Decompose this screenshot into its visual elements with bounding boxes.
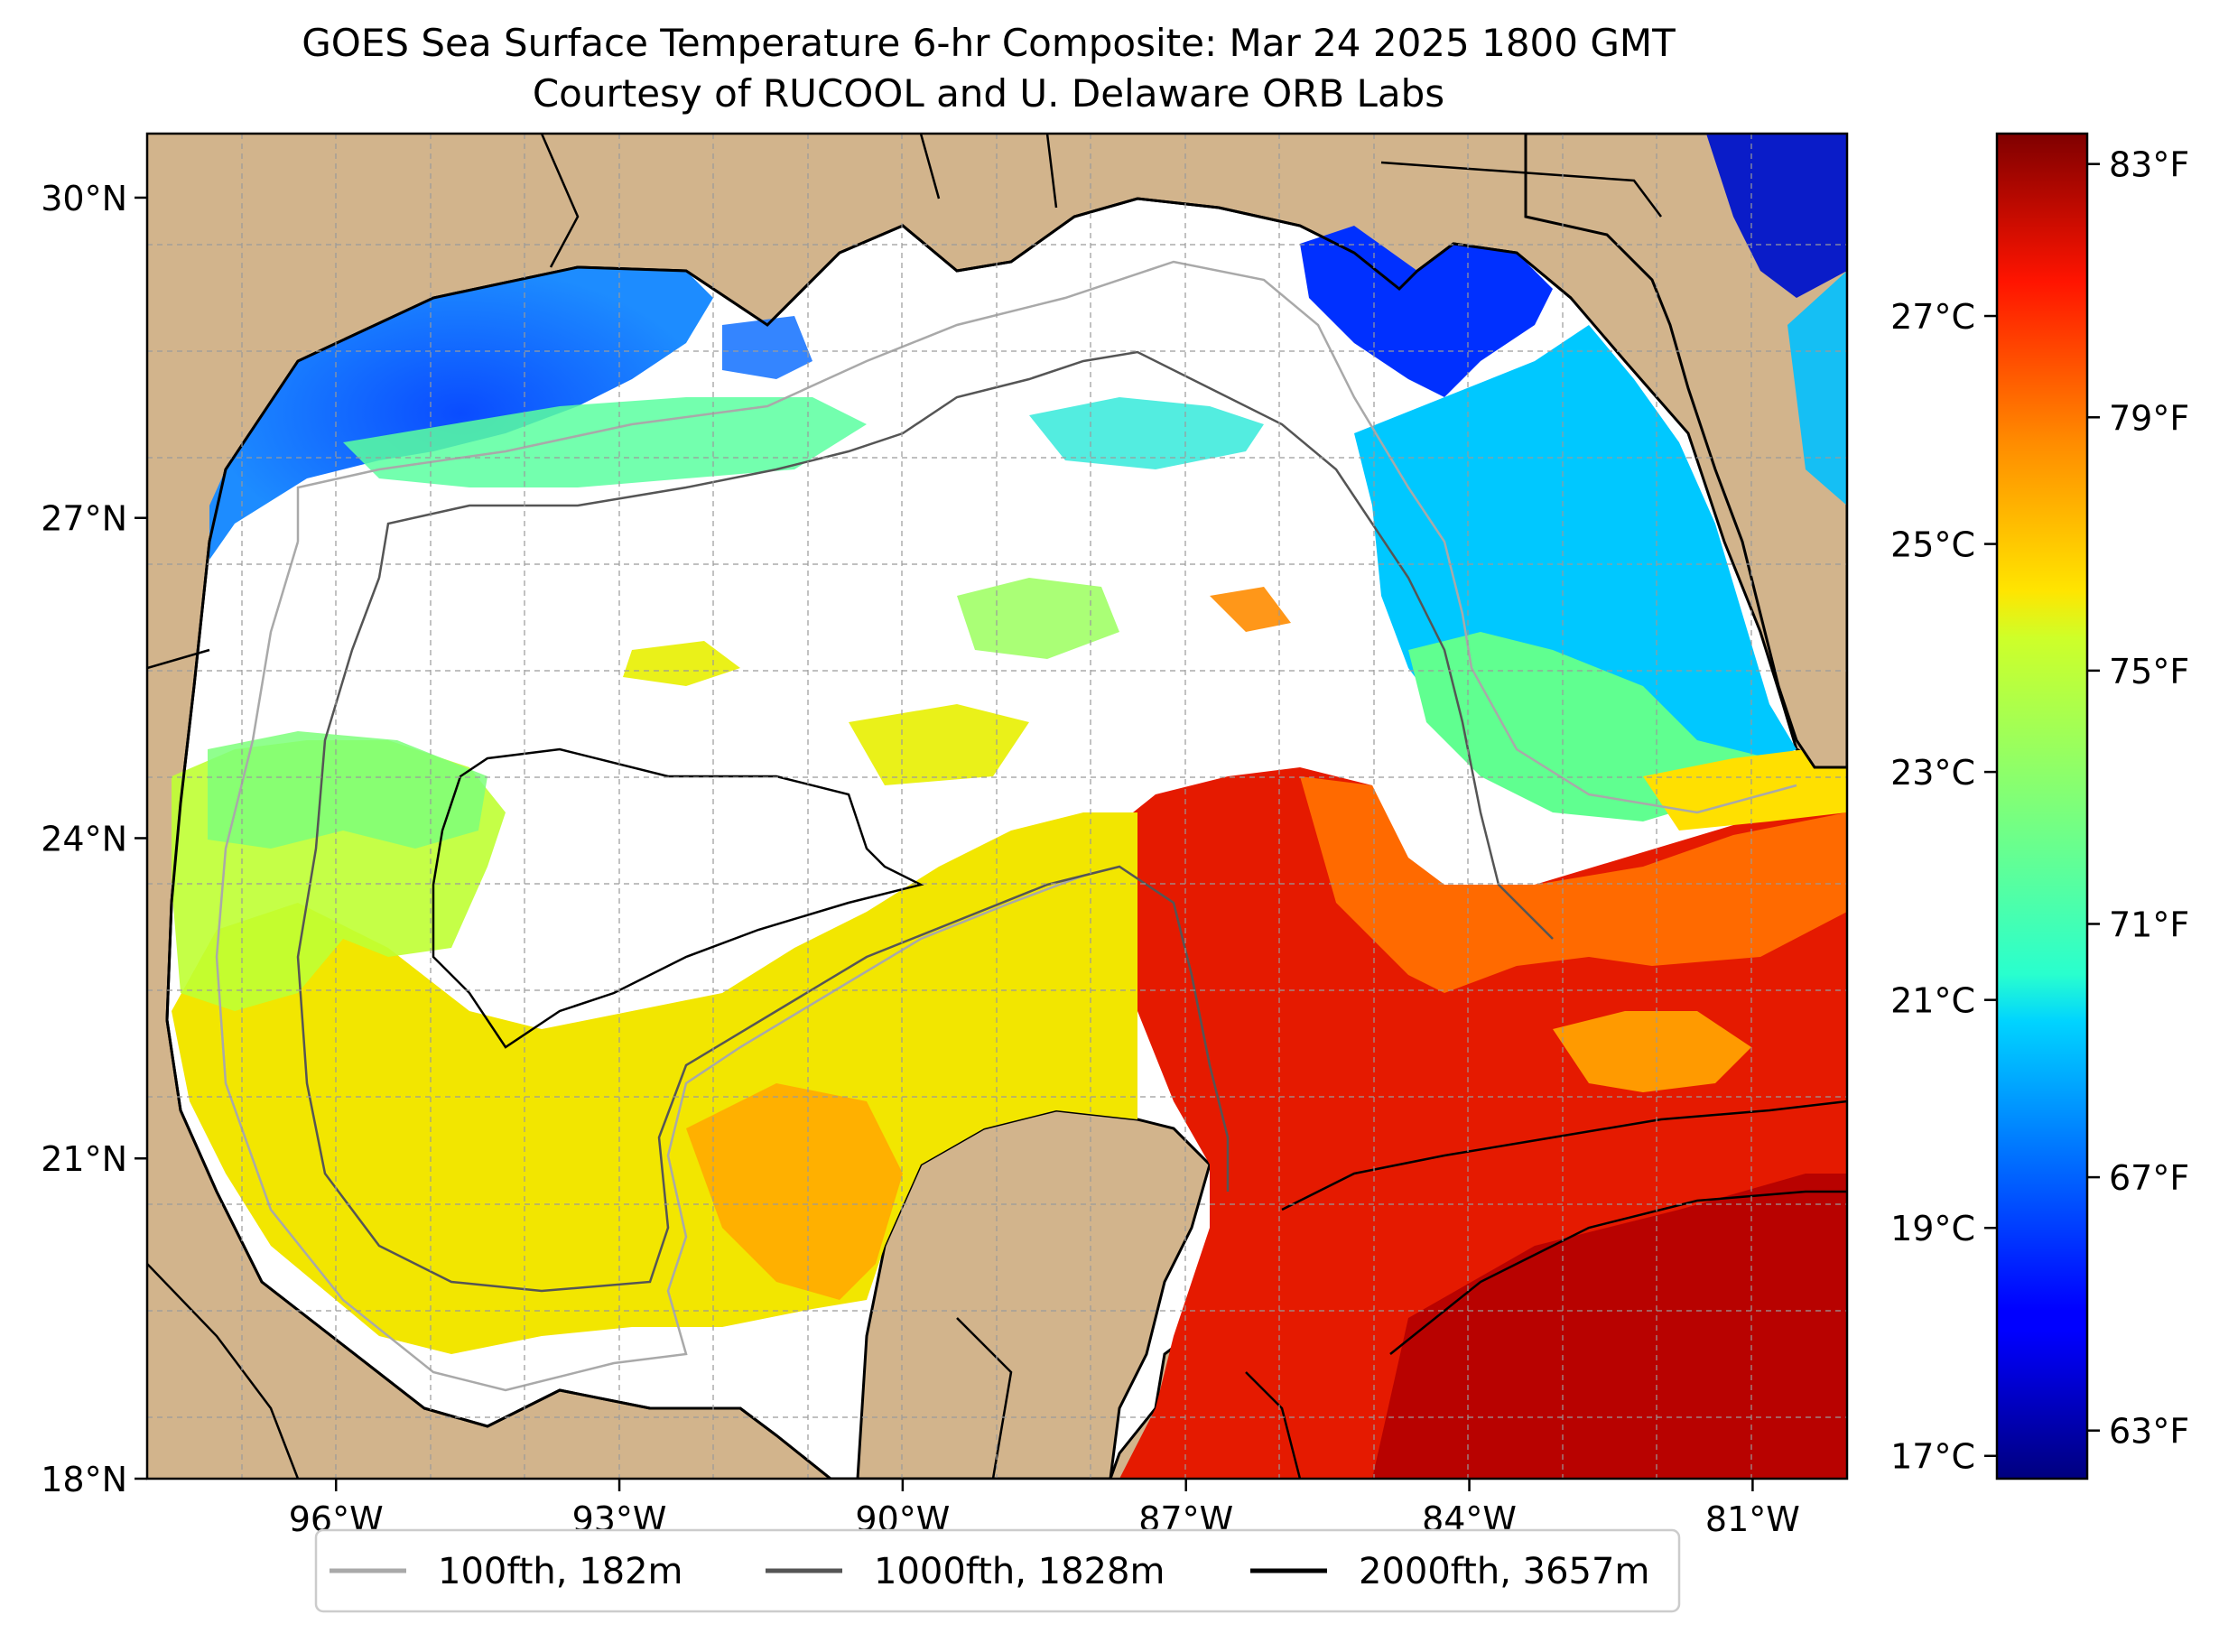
colorbar-gradient [1995, 132, 2089, 1480]
sst-green-texas-offshore [343, 397, 867, 487]
sst-yellow-patch-1 [623, 641, 740, 686]
celsius-tick-label: 19°C [1890, 1209, 1975, 1248]
legend-box [314, 1528, 1681, 1613]
map-frame [145, 132, 1849, 1480]
sst-orange-south-cuba [1553, 1011, 1751, 1092]
sst-yellow-fl-keys [1643, 740, 1847, 831]
legend-label-100fth: 100fth, 182m [438, 1551, 683, 1592]
sst-blue-texas-shelf [209, 267, 713, 560]
celsius-tick-label: 27°C [1890, 297, 1975, 337]
fahrenheit-tick-label: 67°F [2109, 1158, 2189, 1198]
fahrenheit-tick-label: 75°F [2109, 652, 2189, 691]
sst-atlantic-east-fl [1706, 134, 1847, 298]
colorbar-fahrenheit-axis: 63°F 67°F 71°F 75°F 79°F 83°F [2087, 145, 2189, 1452]
sst-greenish-mid [957, 578, 1119, 659]
legend-label-2000fth: 2000fth, 3657m [1359, 1551, 1649, 1592]
lat-tick-label: 21°N [41, 1139, 127, 1179]
sst-atlantic-east-fl-warm [1787, 271, 1847, 506]
sst-cyan-mid [1029, 397, 1264, 469]
sst-yellow-patch-2 [849, 704, 1029, 785]
sst-orange-strait [1300, 776, 1847, 993]
map-panel [147, 134, 1847, 1479]
contour-2000fth [432, 747, 1847, 1355]
sst-blue-louisiana [722, 316, 812, 379]
lat-tick-label: 27°N [41, 499, 127, 539]
lat-tick-label: 30°N [41, 179, 127, 218]
lat-tick-label: 24°N [41, 819, 127, 858]
contour-legend: 100fth, 182m 1000fth, 1828m 2000fth, 365… [314, 1528, 1681, 1613]
celsius-tick-label: 23°C [1890, 753, 1975, 793]
celsius-tick-label: 17°C [1890, 1437, 1975, 1477]
state-borders [147, 134, 1662, 1479]
fahrenheit-tick-label: 83°F [2109, 145, 2189, 185]
lat-tick-label: 18°N [41, 1460, 127, 1499]
sst-orange-patch-mid [1210, 587, 1291, 632]
contour-100fth [215, 260, 1797, 1392]
lon-tick-label: 81°W [1705, 1499, 1800, 1539]
celsius-tick-label: 25°C [1890, 525, 1975, 565]
sst-green-west [208, 731, 487, 849]
map-title-line1: GOES Sea Surface Temperature 6-hr Compos… [302, 21, 1676, 65]
north-coastline [208, 197, 1572, 543]
sst-yellow-central [172, 812, 1137, 1354]
sst-deep-red-region [1372, 1174, 1847, 1479]
florida-peninsula [1524, 134, 1847, 769]
colorbar-celsius-axis: 17°C 19°C 21°C 23°C 25°C 27°C [1890, 297, 1997, 1477]
mexico-coastline [165, 541, 831, 1479]
sst-blue-fl-bigbend [1300, 226, 1553, 397]
contour-1000fth [296, 350, 1554, 1293]
celsius-tick-label: 21°C [1890, 981, 1975, 1021]
sst-orange-campeche [686, 1083, 903, 1300]
fahrenheit-tick-label: 79°F [2109, 398, 2189, 438]
fahrenheit-tick-label: 63°F [2109, 1412, 2189, 1452]
latitude-axis: 30°N 27°N 24°N 21°N 18°N [41, 179, 147, 1499]
legend-label-1000fth: 1000fth, 1828m [874, 1551, 1165, 1592]
fahrenheit-tick-label: 71°F [2109, 905, 2189, 944]
map-title-line2: Courtesy of RUCOOL and U. Delaware ORB L… [533, 71, 1444, 116]
